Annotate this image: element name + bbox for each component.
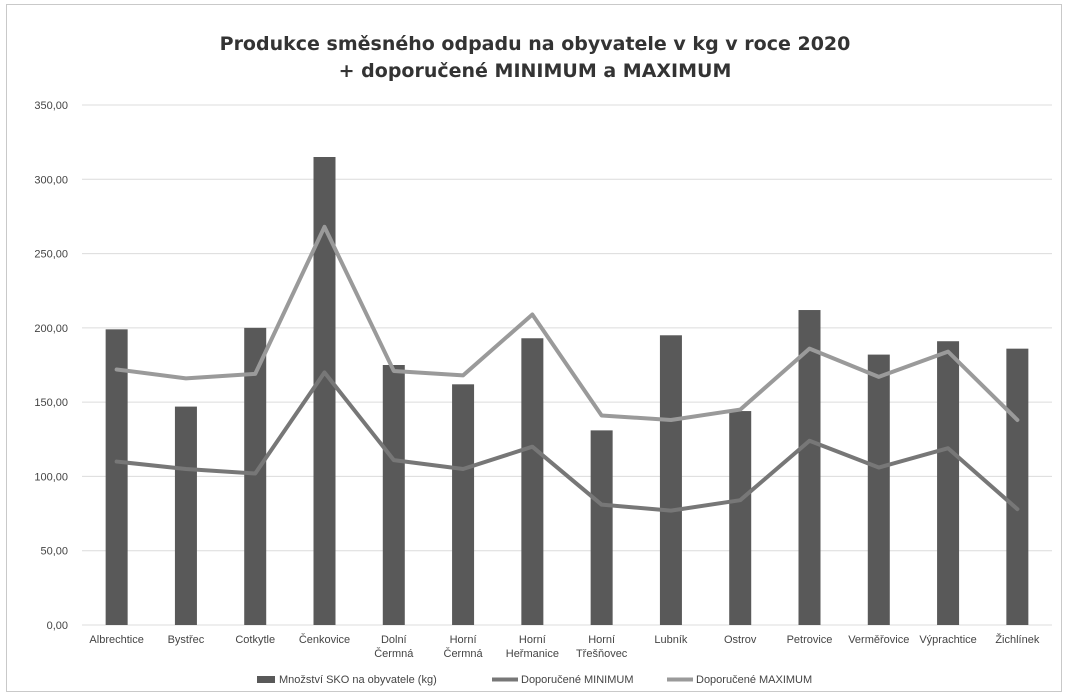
y-tick-label: 350,00 — [34, 100, 68, 112]
y-tick-label: 250,00 — [34, 249, 68, 261]
legend-swatch — [257, 676, 275, 683]
line-series — [114, 224, 1020, 513]
bar — [1006, 348, 1029, 625]
y-tick-label: 50,00 — [40, 546, 68, 558]
x-axis-category-labels: Albrechtice Bystřec Cotkytle Čenkovice Dolní… — [89, 633, 1039, 660]
bar — [798, 310, 821, 625]
x-category-label: Žichlínek — [995, 633, 1040, 646]
series-line — [114, 370, 1020, 513]
bar — [590, 430, 613, 625]
legend-label: Doporučené MAXIMUM — [696, 674, 812, 686]
y-tick-label: 0,00 — [47, 620, 68, 632]
chart: Produkce směsného odpadu na obyvatele v … — [34, 33, 1052, 686]
y-axis-tick-labels: 0,00 50,00 100,00 150,00 200,00 250,00 300,00 3… — [34, 100, 68, 632]
y-tick-label: 150,00 — [34, 397, 68, 409]
bar-series — [105, 157, 1029, 625]
legend-item: Množství SKO na obyvatele (kg) — [257, 674, 437, 686]
bar — [937, 341, 960, 625]
x-category-label: Dolní Čermná — [374, 634, 414, 660]
bar — [521, 338, 544, 625]
bar — [105, 329, 128, 625]
x-category-label: Cotkytle — [235, 634, 275, 646]
chart-title: Produkce směsného odpadu na obyvatele v … — [220, 33, 851, 55]
x-category-label: Petrovice — [787, 634, 833, 646]
y-tick-label: 200,00 — [34, 323, 68, 335]
bar — [174, 406, 197, 625]
x-category-label: Horní Heřmanice — [506, 634, 559, 660]
bar — [867, 354, 890, 625]
bar — [729, 411, 752, 625]
series-line — [114, 224, 1020, 422]
bar — [452, 384, 475, 625]
bar — [659, 335, 682, 625]
bar — [382, 365, 405, 625]
x-category-label: Čenkovice — [299, 633, 350, 646]
y-tick-label: 300,00 — [34, 174, 68, 186]
legend-label: Doporučené MINIMUM — [521, 674, 633, 686]
bar — [313, 157, 336, 625]
x-category-label: Verměřovice — [848, 634, 909, 646]
x-category-label: Ostrov — [724, 634, 757, 646]
legend: Množství SKO na obyvatele (kg) Doporučené… — [257, 674, 812, 686]
x-category-label: Horní Čermná — [444, 634, 484, 660]
legend-item: Doporučené MINIMUM — [492, 674, 633, 686]
x-category-label: Horní Třešňovec — [576, 634, 628, 660]
x-category-label: Albrechtice — [89, 634, 143, 646]
legend-item: Doporučené MAXIMUM — [667, 674, 812, 686]
x-category-label: Výprachtice — [919, 634, 976, 646]
y-tick-label: 100,00 — [34, 471, 68, 483]
x-category-label: Bystřec — [168, 634, 205, 646]
chart-subtitle: + doporučené MINIMUM a MAXIMUM — [339, 60, 732, 82]
chart-frame: Produkce směsného odpadu na obyvatele v … — [6, 4, 1062, 692]
bar — [244, 327, 267, 625]
x-category-label: Lubník — [654, 634, 688, 646]
legend-label: Množství SKO na obyvatele (kg) — [279, 674, 437, 686]
